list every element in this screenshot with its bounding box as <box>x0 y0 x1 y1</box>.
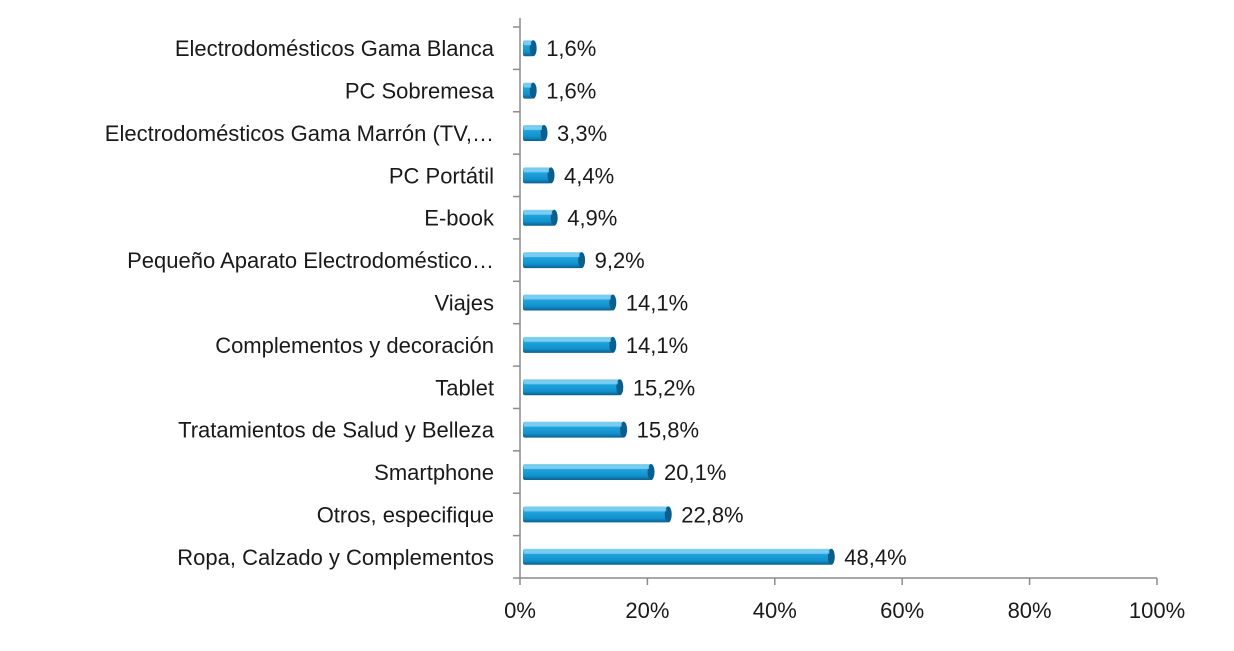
category-label: Electrodomésticos Gama Marrón (TV,… <box>105 121 494 146</box>
x-tick-label: 0% <box>504 598 536 623</box>
x-tick-label: 100% <box>1129 598 1185 623</box>
bar-end-cap <box>664 506 672 523</box>
data-label: 4,4% <box>564 163 614 188</box>
bar-highlight <box>524 211 553 215</box>
x-tick-label: 80% <box>1008 598 1052 623</box>
data-label: 14,1% <box>626 291 688 316</box>
data-label: 14,1% <box>626 333 688 358</box>
bar <box>523 252 586 269</box>
bar <box>523 336 617 353</box>
bar <box>523 82 537 99</box>
bar <box>523 294 617 311</box>
category-label: Ropa, Calzado y Complementos <box>177 545 494 570</box>
bar-end-cap <box>647 464 655 481</box>
bar-end-cap <box>609 336 617 353</box>
x-tick-label: 40% <box>753 598 797 623</box>
category-label: Tablet <box>435 375 494 400</box>
category-label: Smartphone <box>374 460 494 485</box>
bar-end-cap <box>529 82 537 99</box>
bar-end-cap <box>550 209 558 226</box>
labels: 0% 20% 40% 60% 80% 100% Electrodomésticos Gama… <box>105 36 1185 623</box>
category-label: Viajes <box>434 291 494 316</box>
bar <box>523 124 548 141</box>
axes <box>513 18 1158 585</box>
bar <box>523 379 624 396</box>
data-label: 9,2% <box>595 248 645 273</box>
bar <box>523 40 537 57</box>
bars <box>523 40 835 565</box>
bar <box>523 421 628 438</box>
category-label: E-book <box>424 206 495 231</box>
data-label: 1,6% <box>546 79 596 104</box>
bar-end-cap <box>827 548 835 565</box>
bar-highlight <box>524 126 543 130</box>
bar-highlight <box>524 254 580 258</box>
category-label: Tratamientos de Salud y Belleza <box>178 418 495 443</box>
bar <box>523 167 555 184</box>
bar-end-cap <box>578 252 586 269</box>
bar-highlight <box>524 296 611 300</box>
data-label: 3,3% <box>557 121 607 146</box>
bar-end-cap <box>529 40 537 57</box>
bar-highlight <box>524 508 667 512</box>
x-tick-label: 60% <box>880 598 924 623</box>
bar-end-cap <box>620 421 628 438</box>
bar-end-cap <box>547 167 555 184</box>
bar-end-cap <box>616 379 624 396</box>
bar <box>523 506 672 523</box>
data-label: 20,1% <box>664 460 726 485</box>
bar-highlight <box>524 423 622 427</box>
category-label: Electrodomésticos Gama Blanca <box>175 36 495 61</box>
category-label: PC Sobremesa <box>345 79 495 104</box>
bar-highlight <box>524 466 650 470</box>
bar-highlight <box>524 338 611 342</box>
data-label: 15,8% <box>637 418 699 443</box>
category-label: Complementos y decoración <box>215 333 494 358</box>
bar <box>523 548 835 565</box>
bar <box>523 209 558 226</box>
bar-highlight <box>524 381 618 385</box>
data-label: 1,6% <box>546 36 596 61</box>
bar-end-cap <box>609 294 617 311</box>
bar-end-cap <box>540 124 548 141</box>
category-label: PC Portátil <box>389 163 494 188</box>
data-label: 48,4% <box>844 545 906 570</box>
bar-highlight <box>524 169 550 173</box>
bar <box>523 464 655 481</box>
data-label: 22,8% <box>681 502 743 527</box>
category-label: Pequeño Aparato Electrodoméstico… <box>127 248 494 273</box>
bar-highlight <box>524 42 532 46</box>
data-label: 4,9% <box>567 206 617 231</box>
bar-highlight <box>524 84 532 88</box>
category-label: Otros, especifique <box>317 502 494 527</box>
x-tick-label: 20% <box>625 598 669 623</box>
bar-highlight <box>524 550 830 554</box>
data-label: 15,2% <box>633 375 695 400</box>
